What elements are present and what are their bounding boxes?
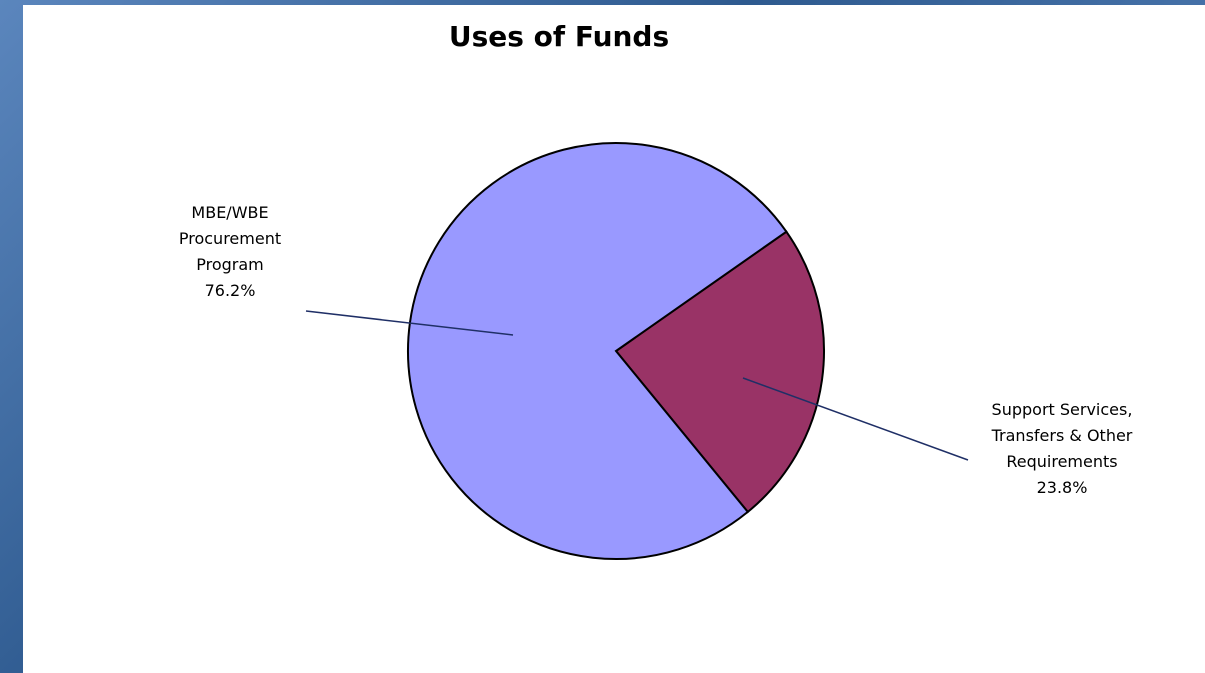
slice-label-mbe-line2: Procurement [179, 229, 281, 248]
slice-label-support-line2: Transfers & Other [991, 426, 1133, 445]
leader-line [305, 310, 514, 336]
chart-panel: Uses of Funds Support Services, Transfer… [23, 5, 1205, 673]
slice-label-support-line3: Requirements [1006, 452, 1117, 471]
slice-value-support: 23.8% [1037, 478, 1088, 497]
slice-value-mbe: 76.2% [205, 281, 256, 300]
pie-chart: Uses of Funds Support Services, Transfer… [179, 20, 1133, 560]
slice-label-mbe-line3: Program [196, 255, 264, 274]
pie-slices [407, 142, 825, 560]
pie-slice-support-services [614, 230, 825, 514]
chart-title: Uses of Funds [449, 20, 669, 53]
slice-label-mbe-line1: MBE/WBE [191, 203, 268, 222]
leader-line [742, 377, 969, 461]
slice-label-support-line1: Support Services, [992, 400, 1133, 419]
leader-lines [305, 310, 969, 461]
